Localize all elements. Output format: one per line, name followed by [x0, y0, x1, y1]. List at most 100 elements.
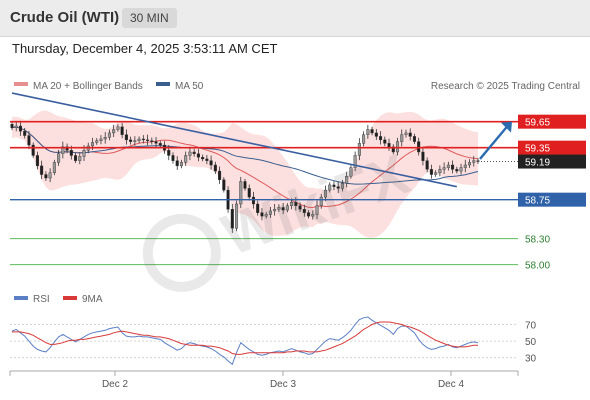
candle [336, 181, 340, 194]
candle [27, 130, 31, 150]
candle [205, 155, 209, 165]
candle [44, 171, 48, 181]
candle [353, 151, 357, 172]
candle [120, 122, 124, 139]
candle [264, 211, 268, 219]
candle [260, 208, 264, 221]
projection-arrow-shaft [479, 125, 508, 160]
ma20-legend-label: MA 20 + Bollinger Bands [33, 81, 143, 92]
x-tick-label: Dec 3 [270, 379, 297, 390]
candle [311, 210, 315, 220]
candle [400, 129, 404, 147]
rsi-series-9ma [12, 321, 478, 355]
candle [154, 137, 158, 148]
candle [40, 160, 44, 180]
candle [61, 141, 65, 159]
candle [332, 181, 336, 191]
candle [285, 203, 289, 213]
candle [201, 154, 205, 162]
candle [302, 204, 306, 217]
candle [188, 146, 192, 161]
candle [192, 148, 196, 157]
candle [387, 138, 391, 151]
candle [150, 137, 154, 145]
candle [412, 133, 416, 144]
candle [23, 127, 27, 139]
candle [230, 204, 234, 233]
candle [319, 193, 323, 209]
rsi-tick-50: 50 [525, 337, 537, 348]
candle [124, 129, 128, 145]
candle [429, 164, 433, 179]
candle [438, 165, 442, 177]
candle [247, 184, 251, 201]
candle [328, 182, 332, 193]
candle [357, 138, 361, 161]
candle [146, 134, 150, 146]
ma50-legend-label: MA 50 [175, 81, 204, 92]
candle [184, 151, 188, 166]
rsi-series-rsi [11, 316, 479, 366]
level-label-58.30: 58.30 [525, 235, 550, 246]
candle [442, 162, 446, 175]
projection-arrow-head [501, 121, 512, 133]
candle [408, 128, 412, 141]
candle [48, 168, 52, 183]
candle [10, 121, 14, 131]
level-label-59.65: 59.65 [525, 118, 550, 129]
candle [133, 136, 137, 146]
rsi-ma-legend-label: 9MA [82, 294, 103, 305]
candle [107, 129, 111, 141]
candle [404, 129, 408, 138]
credit-label: Research © 2025 Trading Central [431, 81, 580, 92]
candle [446, 161, 450, 171]
candle [298, 202, 302, 213]
candle [256, 200, 260, 216]
rsi-tick-30: 30 [525, 354, 537, 365]
candle [196, 149, 200, 162]
candle [137, 136, 141, 144]
timeframe-badge[interactable]: 30 MIN [122, 8, 177, 28]
candle [362, 131, 366, 147]
candle [99, 135, 103, 145]
instrument-title: Crude Oil (WTI) [10, 9, 120, 26]
candle [383, 136, 387, 147]
candle [14, 122, 18, 132]
candle [277, 204, 281, 213]
candle [379, 131, 383, 145]
candle [179, 159, 183, 169]
trendline [11, 92, 457, 188]
price-overlay: 59.65 59.35 59.19 58.75 58.30 58.00 [10, 92, 586, 272]
candle [129, 136, 133, 145]
candle [243, 178, 247, 191]
level-label-58.75: 58.75 [525, 196, 550, 207]
rsi-legend-label: RSI [33, 294, 50, 305]
x-axis: Dec 2 Dec 3 Dec 4 [102, 371, 465, 390]
candle [434, 170, 438, 177]
candle [366, 124, 370, 139]
ma50-line [11, 126, 479, 185]
candle [421, 146, 425, 166]
level-tag-59.35 [518, 140, 586, 155]
candle [315, 200, 319, 220]
candle [345, 171, 349, 188]
candle [391, 144, 395, 155]
candle [374, 129, 378, 140]
level-label-58.00: 58.00 [525, 261, 550, 272]
x-tick-label: Dec 4 [438, 379, 465, 390]
rsi-tick-70: 70 [525, 320, 537, 331]
candle [281, 202, 285, 215]
candle [370, 126, 374, 136]
candle [78, 152, 82, 165]
candle [116, 124, 120, 132]
candle [235, 200, 239, 232]
chart-header: Crude Oil (WTI) 30 MIN [0, 0, 590, 37]
candle [451, 160, 455, 174]
level-tag-58.75 [518, 192, 586, 207]
candle [395, 137, 400, 156]
chart-timestamp: Thursday, December 4, 2025 3:53:11 AM CE… [12, 41, 278, 56]
rsi-ma-legend-swatch [63, 296, 77, 300]
candle [307, 210, 311, 219]
candle [472, 156, 476, 167]
